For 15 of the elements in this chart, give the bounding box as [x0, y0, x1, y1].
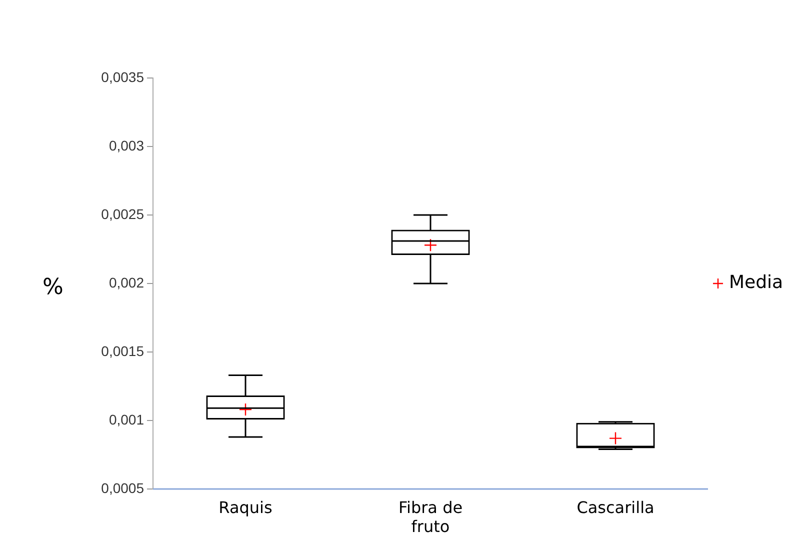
y-tick-label: 0,0015: [101, 342, 144, 359]
point: [238, 402, 252, 416]
point: [608, 432, 622, 445]
x-tick-label: Fibra de fruto: [398, 498, 463, 536]
point: [424, 238, 438, 252]
y-tick-label: 0,001: [108, 411, 144, 428]
x-tick-label: Cascarilla: [576, 498, 654, 517]
y-tick-label: 0,0005: [101, 480, 144, 496]
y-axis-title: %: [42, 275, 64, 300]
y-tick-label: 0,0025: [101, 206, 144, 222]
y-tick-label: 0,0035: [101, 68, 144, 85]
y-tick-label: 0,002: [108, 274, 144, 290]
legend-label: Media: [729, 272, 784, 294]
x-tick-label: Raquis: [218, 498, 272, 517]
y-tick-label: 0,003: [108, 137, 144, 154]
